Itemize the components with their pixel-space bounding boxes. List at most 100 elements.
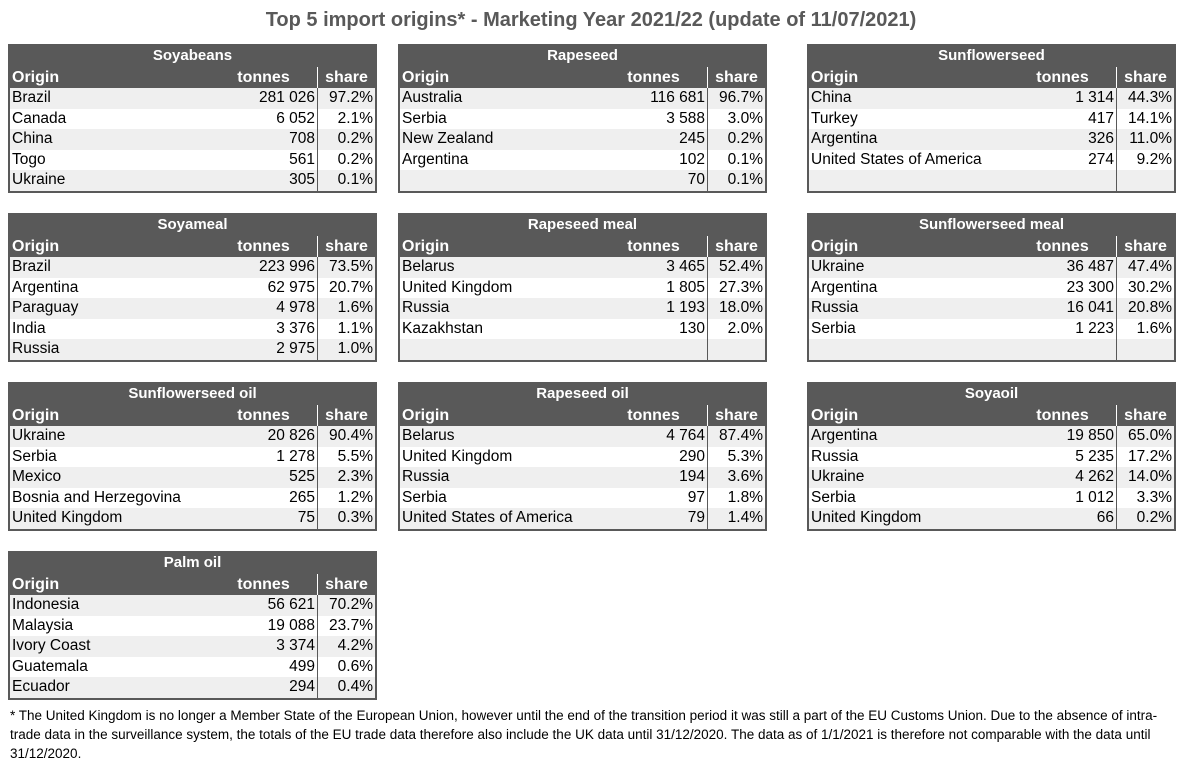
header-origin: Origin	[811, 69, 859, 86]
table-header: Origin tonnes share	[809, 66, 1174, 88]
header-share: share	[707, 236, 765, 257]
cell-origin: Russia	[811, 299, 859, 317]
table-row	[400, 339, 765, 360]
cell-tonnes: 708	[289, 130, 315, 148]
cell-origin: Serbia	[811, 319, 856, 337]
table-row: United Kingdom 75 0.3%	[10, 508, 375, 529]
cell-tonnes: 294	[289, 678, 315, 696]
table-row: Brazil 223 996 73.5%	[10, 257, 375, 278]
cell-origin: United States of America	[811, 150, 982, 168]
cell-tonnes: 79	[687, 509, 705, 527]
table-caption: Rapeseed oil	[400, 384, 765, 404]
cell-tonnes: 223 996	[258, 258, 315, 275]
table-row: Paraguay 4 978 1.6%	[10, 298, 375, 319]
table-body: Belarus 4 764 87.4% United Kingdom 290 5.3% Ru…	[400, 426, 765, 529]
cell-tonnes: 23 300	[1066, 278, 1114, 296]
cell-share: 44.3%	[1116, 88, 1174, 109]
table-row: Russia 2 975 1.0%	[10, 339, 375, 360]
cell-origin: United Kingdom	[402, 447, 513, 465]
cell-tonnes: 66	[1096, 509, 1114, 527]
cell-share: 0.1%	[707, 149, 765, 171]
table-row: Serbia 1 012 3.3%	[809, 487, 1174, 509]
cell-share: 27.3%	[707, 277, 765, 299]
cell-tonnes	[1009, 339, 1116, 360]
cell-tonnes: 4 764	[666, 427, 705, 444]
cell-share: 0.2%	[707, 129, 765, 150]
cell-share: 2.0%	[707, 318, 765, 340]
table-caption: Sunflowerseed meal	[809, 215, 1174, 235]
cell-tonnes: 265	[289, 488, 315, 506]
table-row: Serbia 97 1.8%	[400, 487, 765, 509]
header-origin: Origin	[402, 238, 450, 255]
table-row: Serbia 1 278 5.5%	[10, 446, 375, 468]
cell-share: 96.7%	[707, 88, 765, 109]
cell-tonnes: 417	[1088, 109, 1114, 127]
cell-share: 5.5%	[317, 446, 375, 468]
cell-origin: United Kingdom	[402, 278, 513, 296]
table-row: Malaysia 19 088 23.7%	[10, 615, 375, 637]
table-palm-oil: Palm oil Origin tonnes share Indonesia 56 621…	[8, 551, 377, 700]
table-caption: Sunflowerseed oil	[10, 384, 375, 404]
cell-share: 5.3%	[707, 446, 765, 468]
cell-origin: Mexico	[12, 468, 62, 486]
cell-share: 11.0%	[1116, 129, 1174, 150]
cell-share: 3.0%	[707, 108, 765, 130]
cell-share: 0.2%	[317, 149, 375, 171]
table-row: Ecuador 294 0.4%	[10, 677, 375, 698]
table-row: Argentina 19 850 65.0%	[809, 426, 1174, 447]
header-origin: Origin	[12, 69, 60, 86]
cell-tonnes: 326	[1088, 130, 1114, 148]
cell-share: 87.4%	[707, 426, 765, 447]
cell-origin	[809, 170, 1009, 191]
cell-tonnes: 1 012	[1075, 488, 1114, 506]
header-origin: Origin	[12, 238, 60, 255]
cell-tonnes: 4 978	[276, 299, 315, 317]
cell-share: 18.0%	[707, 298, 765, 319]
cell-origin: Argentina	[811, 278, 878, 296]
cell-tonnes: 3 376	[276, 319, 315, 337]
cell-share: 65.0%	[1116, 426, 1174, 447]
table-header: Origin tonnes share	[10, 235, 375, 257]
cell-share: 1.0%	[317, 339, 375, 360]
table-row: Serbia 3 588 3.0%	[400, 108, 765, 130]
cell-origin: Ukraine	[811, 258, 865, 275]
cell-share: 23.7%	[317, 615, 375, 637]
table-soyameal: Soyameal Origin tonnes share Brazil 223 996 73…	[8, 213, 377, 362]
table-row: Brazil 281 026 97.2%	[10, 88, 375, 109]
cell-tonnes: 194	[679, 468, 705, 486]
cell-origin: Togo	[12, 150, 46, 168]
cell-origin: Argentina	[811, 427, 878, 444]
table-soyaoil: Soyaoil Origin tonnes share Argentina 19 850 6…	[807, 382, 1176, 531]
footnote: * The United Kingdom is no longer a Memb…	[10, 708, 1158, 761]
cell-tonnes: 245	[679, 130, 705, 148]
cell-share: 0.3%	[317, 508, 375, 529]
cell-tonnes: 290	[679, 447, 705, 465]
cell-share	[1116, 170, 1174, 191]
table-row: United Kingdom 66 0.2%	[809, 508, 1174, 529]
table-row: Australia 116 681 96.7%	[400, 88, 765, 109]
header-tonnes: tonnes	[1036, 238, 1089, 255]
cell-share: 14.1%	[1116, 108, 1174, 130]
cell-origin: Argentina	[811, 130, 878, 148]
cell-tonnes: 97	[687, 488, 705, 506]
header-tonnes: tonnes	[237, 576, 290, 593]
header-share: share	[707, 67, 765, 88]
cell-origin: Brazil	[12, 258, 51, 275]
table-body: Australia 116 681 96.7% Serbia 3 588 3.0% New …	[400, 88, 765, 191]
cell-origin: Paraguay	[12, 299, 79, 317]
header-tonnes: tonnes	[1036, 69, 1089, 86]
header-tonnes: tonnes	[237, 69, 290, 86]
cell-share: 90.4%	[317, 426, 375, 447]
cell-origin: Brazil	[12, 89, 51, 106]
table-row: Russia 194 3.6%	[400, 467, 765, 488]
cell-origin	[400, 170, 600, 191]
header-origin: Origin	[12, 576, 60, 593]
cell-tonnes: 130	[679, 319, 705, 337]
cell-tonnes: 19 088	[267, 616, 315, 634]
cell-origin: Serbia	[402, 109, 447, 127]
cell-share: 73.5%	[317, 257, 375, 278]
cell-origin: India	[12, 319, 46, 337]
table-row: Canada 6 052 2.1%	[10, 108, 375, 130]
table-row: Serbia 1 223 1.6%	[809, 318, 1174, 340]
cell-tonnes: 19 850	[1066, 427, 1114, 444]
